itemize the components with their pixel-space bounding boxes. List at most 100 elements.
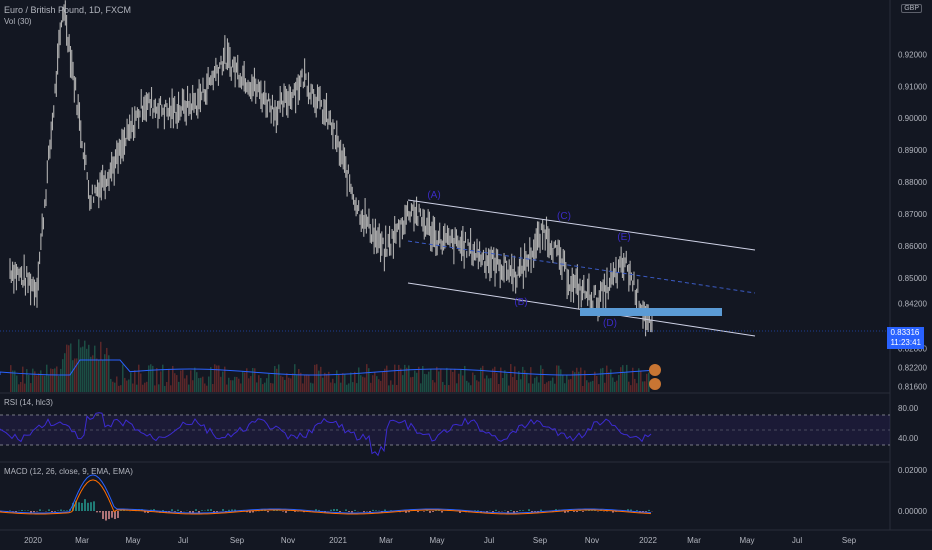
volume-bar bbox=[124, 377, 126, 392]
volume-bar bbox=[368, 368, 370, 392]
macd-histogram-bar bbox=[9, 510, 11, 511]
volume-bar bbox=[168, 368, 170, 392]
volume-bar bbox=[530, 367, 532, 392]
volume-bar bbox=[48, 375, 50, 392]
volume-bar bbox=[578, 371, 580, 392]
macd-histogram-bar bbox=[102, 511, 104, 519]
volume-bar bbox=[284, 379, 286, 392]
macd-histogram-bar bbox=[171, 509, 173, 511]
macd-histogram-bar bbox=[408, 511, 410, 513]
macd-histogram-bar bbox=[63, 510, 65, 511]
volume-bar bbox=[268, 373, 270, 392]
volume-bar bbox=[556, 365, 558, 392]
volume-bar bbox=[10, 365, 12, 392]
volume-bar bbox=[68, 345, 70, 392]
volume-bar bbox=[306, 374, 308, 392]
volume-bar bbox=[376, 376, 378, 392]
volume-bar bbox=[52, 369, 54, 392]
macd-histogram-bar bbox=[90, 502, 92, 511]
last-price-tag[interactable]: 0.83316 11:23:41 bbox=[887, 327, 924, 349]
volume-bar bbox=[442, 381, 444, 392]
volume-bar bbox=[232, 380, 234, 392]
volume-bar bbox=[236, 376, 238, 392]
volume-bar bbox=[408, 365, 410, 392]
volume-bar bbox=[630, 385, 632, 392]
volume-bar bbox=[642, 381, 644, 392]
macd-histogram-bar bbox=[375, 510, 377, 511]
volume-bar bbox=[186, 375, 188, 392]
volume-bar bbox=[312, 383, 314, 392]
volume-bar bbox=[458, 373, 460, 392]
volume-bar bbox=[582, 385, 584, 392]
currency-badge[interactable]: GBP bbox=[901, 4, 922, 13]
volume-bar bbox=[76, 358, 78, 392]
volume-bar bbox=[402, 375, 404, 392]
macd-axis-tick: 0.00000 bbox=[898, 507, 927, 516]
volume-bar bbox=[636, 383, 638, 392]
volume-bar bbox=[588, 382, 590, 392]
macd-pane bbox=[0, 474, 653, 521]
volume-bar bbox=[344, 374, 346, 392]
volume-bar bbox=[492, 368, 494, 392]
time-axis-tick: May bbox=[429, 536, 444, 545]
volume-bar bbox=[26, 369, 28, 392]
macd-histogram-bar bbox=[423, 511, 425, 512]
volume-bar bbox=[204, 383, 206, 392]
volume-bar bbox=[620, 367, 622, 392]
volume-bar bbox=[634, 378, 636, 392]
volume-bar bbox=[372, 375, 374, 392]
volume-bar bbox=[78, 339, 80, 392]
volume-bar bbox=[340, 382, 342, 392]
volume-bar bbox=[494, 366, 496, 392]
volume-bar bbox=[334, 383, 336, 392]
volume-bar bbox=[554, 383, 556, 392]
volume-bar bbox=[126, 380, 128, 392]
volume-bar bbox=[248, 378, 250, 392]
macd-histogram-bar bbox=[405, 511, 407, 513]
volume-bar bbox=[628, 381, 630, 392]
volume-bar bbox=[50, 368, 52, 392]
macd-histogram-bar bbox=[267, 511, 269, 513]
volume-bar bbox=[282, 376, 284, 392]
volume-bar bbox=[174, 373, 176, 392]
volume-bar bbox=[20, 381, 22, 392]
macd-histogram-bar bbox=[564, 511, 566, 513]
volume-bar bbox=[162, 364, 164, 392]
macd-histogram-bar bbox=[162, 510, 164, 511]
macd-histogram-bar bbox=[612, 511, 614, 513]
volume-bar bbox=[278, 364, 280, 392]
volume-bar bbox=[342, 373, 344, 392]
volume-bar bbox=[110, 378, 112, 392]
rsi-line bbox=[0, 412, 652, 457]
macd-histogram-bar bbox=[33, 511, 35, 513]
volume-bar bbox=[562, 374, 564, 392]
volume-bar bbox=[550, 380, 552, 392]
volume-bar bbox=[260, 378, 262, 392]
last-price-countdown: 11:23:41 bbox=[890, 338, 921, 347]
volume-bar bbox=[522, 366, 524, 392]
macd-histogram-bar bbox=[348, 511, 350, 512]
macd-histogram-bar bbox=[21, 509, 23, 511]
macd-histogram-bar bbox=[354, 509, 356, 511]
macd-histogram-bar bbox=[474, 510, 476, 511]
time-axis-tick: 2020 bbox=[24, 536, 42, 545]
volume-bar bbox=[316, 364, 318, 392]
volume-bar bbox=[234, 376, 236, 392]
volume-bar bbox=[338, 374, 340, 392]
volume-bar bbox=[40, 370, 42, 392]
volume-bar bbox=[358, 367, 360, 392]
volume-bar bbox=[370, 382, 372, 392]
macd-histogram-bar bbox=[627, 509, 629, 511]
macd-histogram-bar bbox=[339, 511, 341, 512]
volume-bar bbox=[112, 381, 114, 392]
volume-bar bbox=[322, 377, 324, 392]
macd-histogram-bar bbox=[507, 511, 509, 513]
volume-bar bbox=[62, 359, 64, 392]
volume-bar bbox=[80, 347, 82, 392]
price-axis-tick: 0.91000 bbox=[898, 82, 927, 91]
time-axis-tick: Mar bbox=[379, 536, 393, 545]
volume-bar bbox=[38, 373, 40, 392]
volume-bar bbox=[590, 381, 592, 392]
volume-bar bbox=[446, 367, 448, 392]
